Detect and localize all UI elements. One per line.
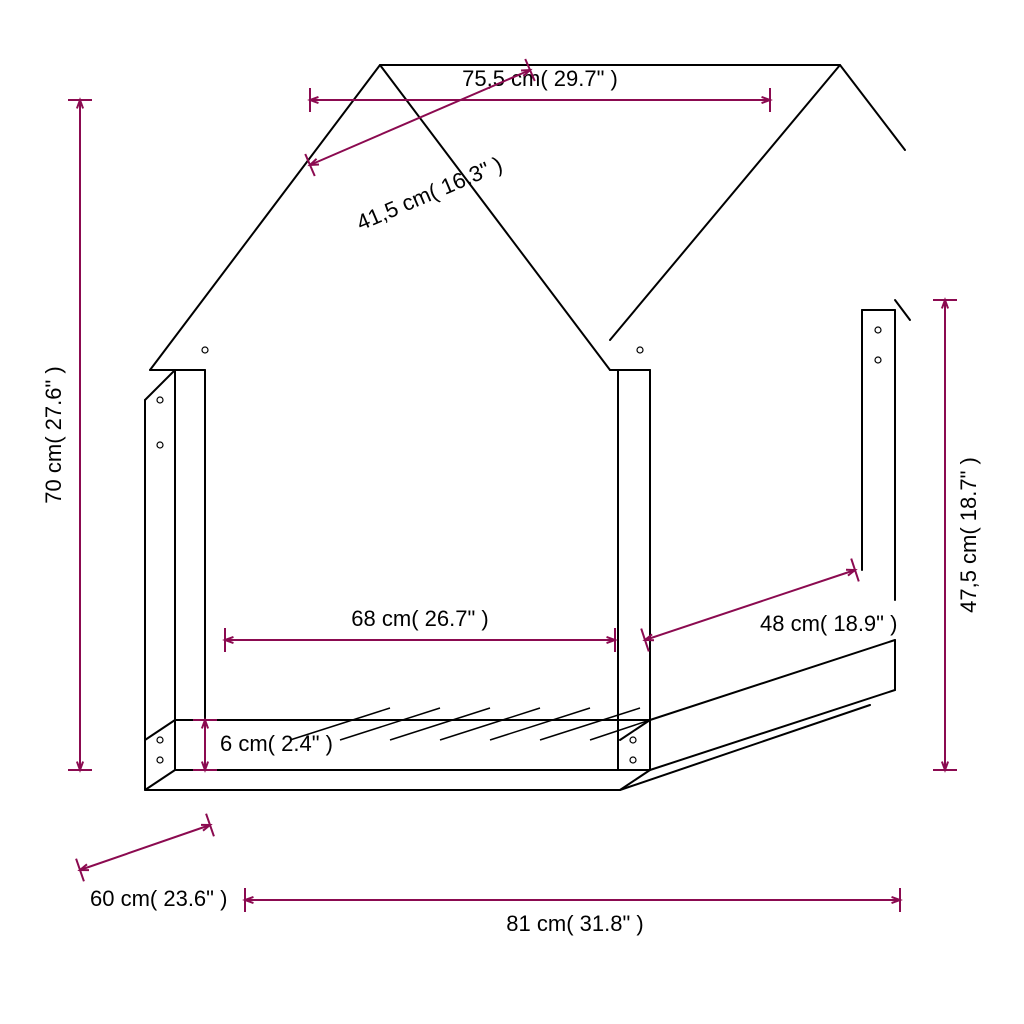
dim-label-length: 81 cm( 31.8" ) [506,911,643,936]
dim-label-height-total: 70 cm( 27.6" ) [41,366,66,503]
dim-label-base-rail-h: 6 cm( 2.4" ) [220,731,333,756]
dimension-drawing: 75,5 cm( 29.7" )41,5 cm( 16.3" )70 cm( 2… [0,0,1024,1024]
dim-label-ridge: 75,5 cm( 29.7" ) [462,66,618,91]
dim-label-inner-length: 68 cm( 26.7" ) [351,606,488,631]
dim-label-height-wall: 47,5 cm( 18.7" ) [956,457,981,613]
dim-label-inner-width: 48 cm( 18.9" ) [760,611,897,636]
dim-label-depth: 60 cm( 23.6" ) [90,886,227,911]
canvas-bg [0,0,1024,1024]
